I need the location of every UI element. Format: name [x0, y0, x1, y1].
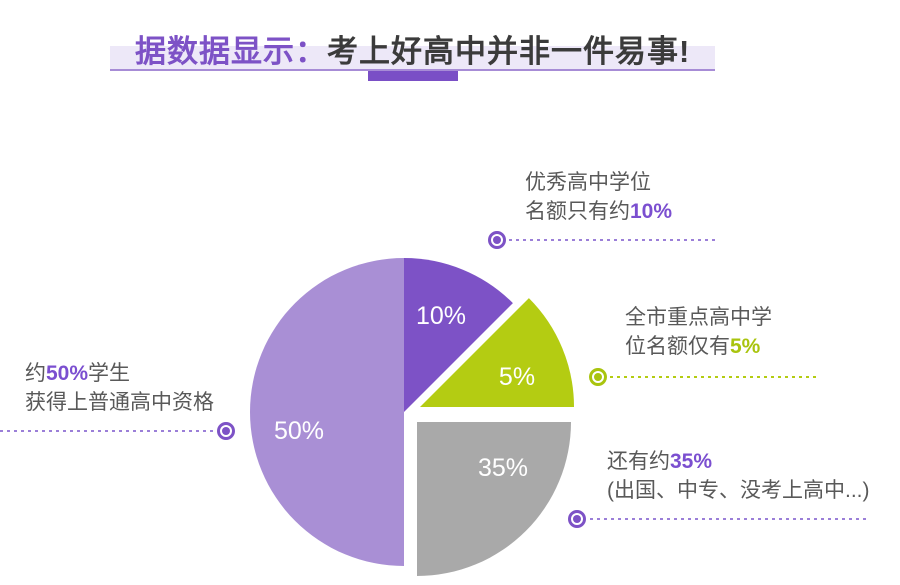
title-underline	[110, 69, 715, 71]
slice-label-35pct: 35%	[478, 454, 528, 482]
pie-slice-5pct-exploded	[420, 298, 574, 407]
callout-50pct-line1-pre: 约	[25, 362, 46, 385]
callout-35pct-marker-icon	[568, 510, 586, 528]
callout-10pct-line1: 优秀高中学位	[525, 171, 651, 194]
callout-10pct-leader-line	[509, 239, 719, 241]
marker-dot	[594, 373, 602, 381]
callout-35pct-leader-line	[590, 518, 867, 520]
callout-5pct-line2-text: 位名额仅有	[625, 335, 730, 358]
title-main: 考上好高中并非一件易事!	[327, 34, 691, 69]
marker-dot	[222, 427, 230, 435]
callout-50pct: 约50%学生 获得上普通高中资格	[25, 359, 214, 417]
callout-10pct-line2: 名额只有约10%	[525, 197, 672, 226]
callout-35pct-line1-text: 还有约	[607, 450, 670, 473]
callout-5pct-marker-icon	[589, 368, 607, 386]
callout-10pct: 优秀高中学位 名额只有约10%	[525, 168, 672, 226]
callout-5pct-leader-line	[610, 376, 818, 378]
callout-50pct-line1: 约50%学生	[25, 359, 214, 388]
callout-10pct-value: 10%	[630, 200, 673, 223]
callout-5pct: 全市重点高中学 位名额仅有5%	[625, 303, 772, 361]
callout-5pct-line1: 全市重点高中学	[625, 306, 772, 329]
callout-35pct-line1: 还有约35%	[607, 447, 870, 476]
callout-5pct-line2: 位名额仅有5%	[625, 332, 772, 361]
callout-10pct-line2-text: 名额只有约	[525, 200, 630, 223]
callout-50pct-line2: 获得上普通高中资格	[25, 391, 214, 414]
callout-35pct-line2: (出国、中专、没考上高中...)	[607, 479, 870, 502]
pie-slice-35pct	[417, 422, 571, 576]
title-prefix: 据数据显示：	[135, 34, 327, 69]
slice-label-5pct: 5%	[499, 363, 535, 391]
callout-50pct-leader-line	[0, 430, 215, 432]
callout-50pct-line1-post: 学生	[88, 362, 131, 385]
callout-10pct-marker-icon	[488, 231, 506, 249]
slice-label-10pct: 10%	[416, 302, 466, 330]
marker-dot	[493, 236, 501, 244]
title-accent-bar	[368, 71, 458, 81]
pie-slice-50pct	[250, 258, 404, 566]
title-highlight-band	[110, 46, 715, 70]
callout-35pct: 还有约35% (出国、中专、没考上高中...)	[607, 447, 870, 505]
callout-50pct-value: 50%	[46, 362, 89, 385]
callout-35pct-value: 35%	[670, 450, 713, 473]
slice-label-50pct: 50%	[274, 417, 324, 445]
callout-50pct-marker-icon	[217, 422, 235, 440]
callout-5pct-value: 5%	[730, 335, 761, 358]
pie-slice-10pct	[404, 258, 513, 412]
marker-dot	[573, 515, 581, 523]
page-title: 据数据显示：考上好高中并非一件易事!	[135, 26, 690, 71]
